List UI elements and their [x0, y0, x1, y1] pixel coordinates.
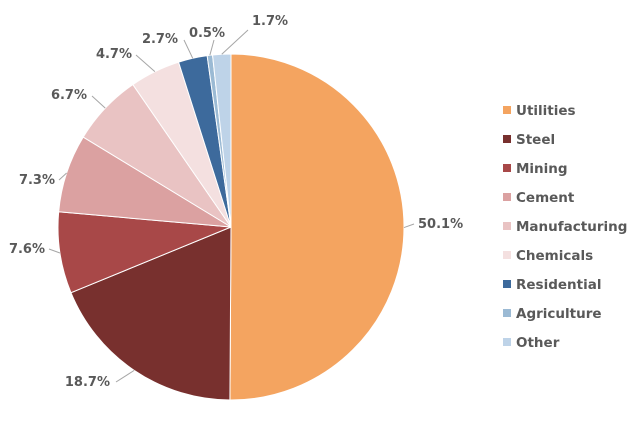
- legend-swatch-other: [503, 338, 511, 346]
- legend: Utilities Steel Mining Cement Manufacturing C…: [503, 103, 627, 351]
- leader-line-chemicals: [135, 54, 156, 73]
- pie-slices: [57, 53, 405, 401]
- leader-lines: [48, 29, 415, 383]
- data-label-cement: 7.3%: [19, 173, 55, 188]
- legend-label-mining: Mining: [516, 161, 568, 177]
- leader-line-steel: [115, 369, 135, 383]
- legend-swatch-utilities: [503, 106, 511, 114]
- leader-line-mining: [48, 248, 61, 254]
- data-label-other: 1.7%: [252, 14, 288, 29]
- legend-label-agriculture: Agriculture: [516, 306, 602, 322]
- data-label-mining: 7.6%: [9, 242, 45, 257]
- legend-label-chemicals: Chemicals: [516, 248, 593, 264]
- leader-line-other: [221, 29, 249, 55]
- legend-label-manufacturing: Manufacturing: [516, 219, 627, 235]
- legend-label-residential: Residential: [516, 277, 601, 293]
- data-label-utilities: 50.1%: [418, 217, 463, 232]
- leader-line-agriculture: [209, 39, 215, 56]
- pie-slice-utilities: [229, 53, 405, 401]
- legend-label-cement: Cement: [516, 190, 575, 206]
- legend-swatch-mining: [503, 164, 511, 172]
- pie-slice-other: [212, 53, 232, 228]
- legend-swatch-manufacturing: [503, 222, 511, 230]
- leader-line-residential: [183, 39, 194, 59]
- legend-swatch-steel: [503, 135, 511, 143]
- legend-swatch-cement: [503, 193, 511, 201]
- data-label-manufacturing: 6.7%: [51, 88, 87, 103]
- leader-line-utilities: [403, 223, 415, 229]
- legend-label-utilities: Utilities: [516, 103, 576, 119]
- data-label-chemicals: 4.7%: [96, 47, 132, 62]
- leader-line-manufacturing: [91, 95, 106, 109]
- legend-swatch-residential: [503, 280, 511, 288]
- data-label-residential: 2.7%: [142, 32, 178, 47]
- data-label-agriculture: 0.5%: [189, 26, 225, 41]
- legend-label-steel: Steel: [516, 132, 555, 148]
- legend-label-other: Other: [516, 335, 560, 351]
- legend-swatch-agriculture: [503, 309, 511, 317]
- data-label-steel: 18.7%: [65, 375, 110, 390]
- legend-swatch-chemicals: [503, 251, 511, 259]
- data-labels: 50.1% 18.7% 7.6% 7.3% 6.7% 4.7% 2.7% 0.5% 1.7%: [9, 14, 463, 390]
- leader-line-cement: [58, 172, 67, 181]
- pie-slice-steel: [70, 226, 232, 401]
